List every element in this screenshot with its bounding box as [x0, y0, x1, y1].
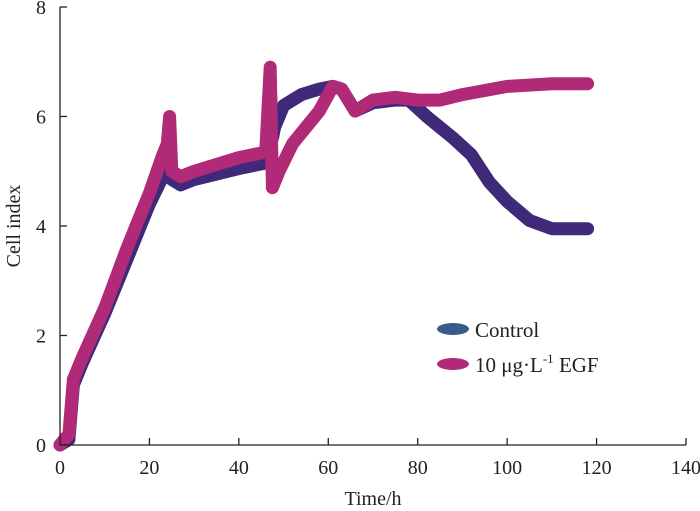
series-layer: [53, 60, 595, 452]
x-axis-label: Time/h: [344, 488, 401, 510]
x-ticks: 0 20 40 60 80 100 120 140: [55, 438, 700, 479]
x-tick-label: 120: [582, 457, 612, 479]
y-tick-label: 4: [36, 216, 46, 238]
y-tick-label: 6: [36, 107, 46, 129]
y-tick-label: 0: [36, 435, 46, 457]
legend: Control 10 μg·L-1 EGF: [437, 318, 599, 377]
series-line-control: [53, 77, 595, 452]
x-tick-label: 140: [671, 457, 700, 479]
x-tick-label: 100: [492, 457, 522, 479]
y-tick-label: 2: [36, 326, 46, 348]
x-tick-label: 20: [139, 457, 159, 479]
x-tick-label: 80: [408, 457, 428, 479]
series-line-egf: [53, 60, 595, 452]
legend-label-egf: 10 μg·L-1 EGF: [475, 351, 599, 377]
x-tick-label: 60: [318, 457, 338, 479]
legend-egf-prefix: 10 μg·L: [475, 353, 543, 377]
y-tick-label: 8: [36, 0, 46, 19]
legend-egf-suffix: EGF: [554, 353, 599, 377]
legend-label-control: Control: [475, 318, 539, 342]
legend-egf-sup: -1: [543, 351, 554, 366]
y-axis-label: Cell index: [3, 185, 25, 268]
y-ticks: 0 2 4 6 8: [36, 0, 67, 457]
x-tick-label: 0: [55, 457, 65, 479]
legend-swatch-control: [437, 323, 469, 335]
x-tick-label: 40: [229, 457, 249, 479]
legend-swatch-egf: [437, 358, 469, 370]
